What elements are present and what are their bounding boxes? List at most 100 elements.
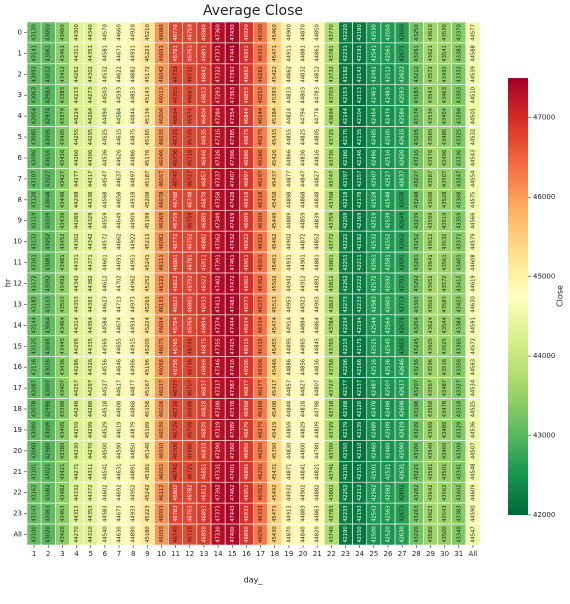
cell-label: 43420: [60, 526, 66, 543]
cell-label: 46315: [258, 338, 264, 355]
cell-label: 44863: [315, 505, 321, 522]
cell-label: 42489: [371, 422, 377, 439]
cell-label: 46835: [201, 129, 207, 146]
cell-label: 44565: [102, 338, 108, 355]
cell-label: 44692: [117, 484, 123, 501]
cell-label: 43078: [32, 401, 38, 418]
x-tick-label: 13: [199, 550, 208, 558]
cell-label: 47322: [216, 66, 222, 83]
x-tick-label: 3: [60, 550, 64, 558]
cell-label: 44311: [88, 464, 94, 481]
cell-label: 44830: [286, 443, 292, 460]
cell-label: 43087: [32, 380, 38, 397]
cell-label: 46694: [173, 107, 179, 124]
cell-label: 46868: [244, 401, 250, 418]
cell-label: 42998: [46, 401, 52, 418]
cell-label: 47378: [230, 401, 236, 418]
cell-label: 44897: [131, 171, 137, 188]
cell-label: 44660: [117, 24, 123, 41]
cell-label: 43119: [32, 212, 38, 229]
cell-label: 42713: [400, 296, 406, 313]
cell-label: 45252: [145, 275, 151, 292]
cell-label: 43700: [329, 443, 335, 460]
cell-label: 44859: [286, 422, 292, 439]
cell-label: 44270: [74, 526, 80, 543]
cell-label: 46334: [258, 316, 264, 333]
cell-label: 43103: [46, 296, 52, 313]
cell-label: 44900: [286, 24, 292, 41]
cell-label: 44691: [117, 254, 123, 271]
y-tick-label: 6: [18, 154, 23, 162]
cell-label: 44794: [301, 107, 307, 124]
cell-label: 44590: [117, 443, 123, 460]
cell-label: 46853: [244, 87, 250, 104]
cell-label: 42252: [343, 484, 349, 501]
cell-label: 47389: [230, 422, 236, 439]
cell-label: 44922: [131, 233, 137, 250]
cell-label: 47462: [230, 484, 236, 501]
cell-label: 44342: [88, 233, 94, 250]
cell-label: 42151: [357, 464, 363, 481]
cell-label: 42460: [371, 443, 377, 460]
cell-label: 46707: [187, 380, 193, 397]
x-tick-label: 19: [284, 550, 293, 558]
cell-label: 43727: [329, 380, 335, 397]
cell-label: 43694: [329, 107, 335, 124]
cell-label: 44702: [117, 275, 123, 292]
cell-label: 44825: [301, 129, 307, 146]
cell-label: 43174: [414, 107, 420, 124]
cell-label: 43621: [428, 45, 434, 62]
cell-label: 43101: [32, 464, 38, 481]
cell-label: 43558: [428, 401, 434, 418]
cell-label: 43143: [32, 505, 38, 522]
cell-label: 44619: [470, 275, 476, 292]
cell-label: 45134: [145, 107, 151, 124]
cell-label: 44637: [117, 171, 123, 188]
cell-label: 46268: [258, 401, 264, 418]
cell-label: 46683: [187, 87, 193, 104]
cell-label: 47337: [216, 171, 222, 188]
cell-label: 43061: [46, 45, 52, 62]
cell-label: 47374: [216, 316, 222, 333]
cell-label: 43436: [60, 359, 66, 376]
cell-label: 46306: [258, 359, 264, 376]
colorbar: [508, 78, 528, 515]
cell-label: 46094: [159, 316, 165, 333]
cell-label: 43534: [428, 107, 434, 124]
cell-label: 43516: [442, 359, 448, 376]
cell-label: 46823: [173, 296, 179, 313]
cell-label: 42153: [343, 87, 349, 104]
cell-label: 46934: [244, 316, 250, 333]
cell-label: 42617: [400, 380, 406, 397]
cell-label: 44329: [88, 212, 94, 229]
cell-label: 46331: [258, 45, 264, 62]
cell-label: 43261: [414, 45, 420, 62]
cell-label: 46810: [201, 443, 207, 460]
cell-label: 42166: [357, 359, 363, 376]
cell-label: 46277: [258, 380, 264, 397]
cell-label: 47401: [230, 464, 236, 481]
cell-label: 46721: [187, 464, 193, 481]
cell-label: 46768: [173, 192, 179, 209]
cell-label: 46729: [173, 422, 179, 439]
cell-label: 43325: [456, 129, 462, 146]
cell-label: 43356: [456, 359, 462, 376]
cell-label: 42193: [357, 505, 363, 522]
x-tick-label: 8: [131, 550, 135, 558]
cell-label: 44890: [131, 526, 137, 543]
cell-label: 46736: [187, 359, 193, 376]
cell-label: 45408: [272, 401, 278, 418]
cell-label: 42593: [400, 87, 406, 104]
cell-label: 44920: [131, 24, 137, 41]
cell-label: 43054: [32, 107, 38, 124]
cell-label: 46727: [187, 171, 193, 188]
cell-label: 43128: [32, 192, 38, 209]
cell-label: 46920: [244, 24, 250, 41]
cell-label: 44973: [131, 296, 137, 313]
cell-label: 46891: [244, 464, 250, 481]
cell-label: 45471: [272, 45, 278, 62]
cell-label: 46718: [173, 401, 179, 418]
cell-label: 47284: [216, 107, 222, 124]
cell-label: 44903: [315, 296, 321, 313]
